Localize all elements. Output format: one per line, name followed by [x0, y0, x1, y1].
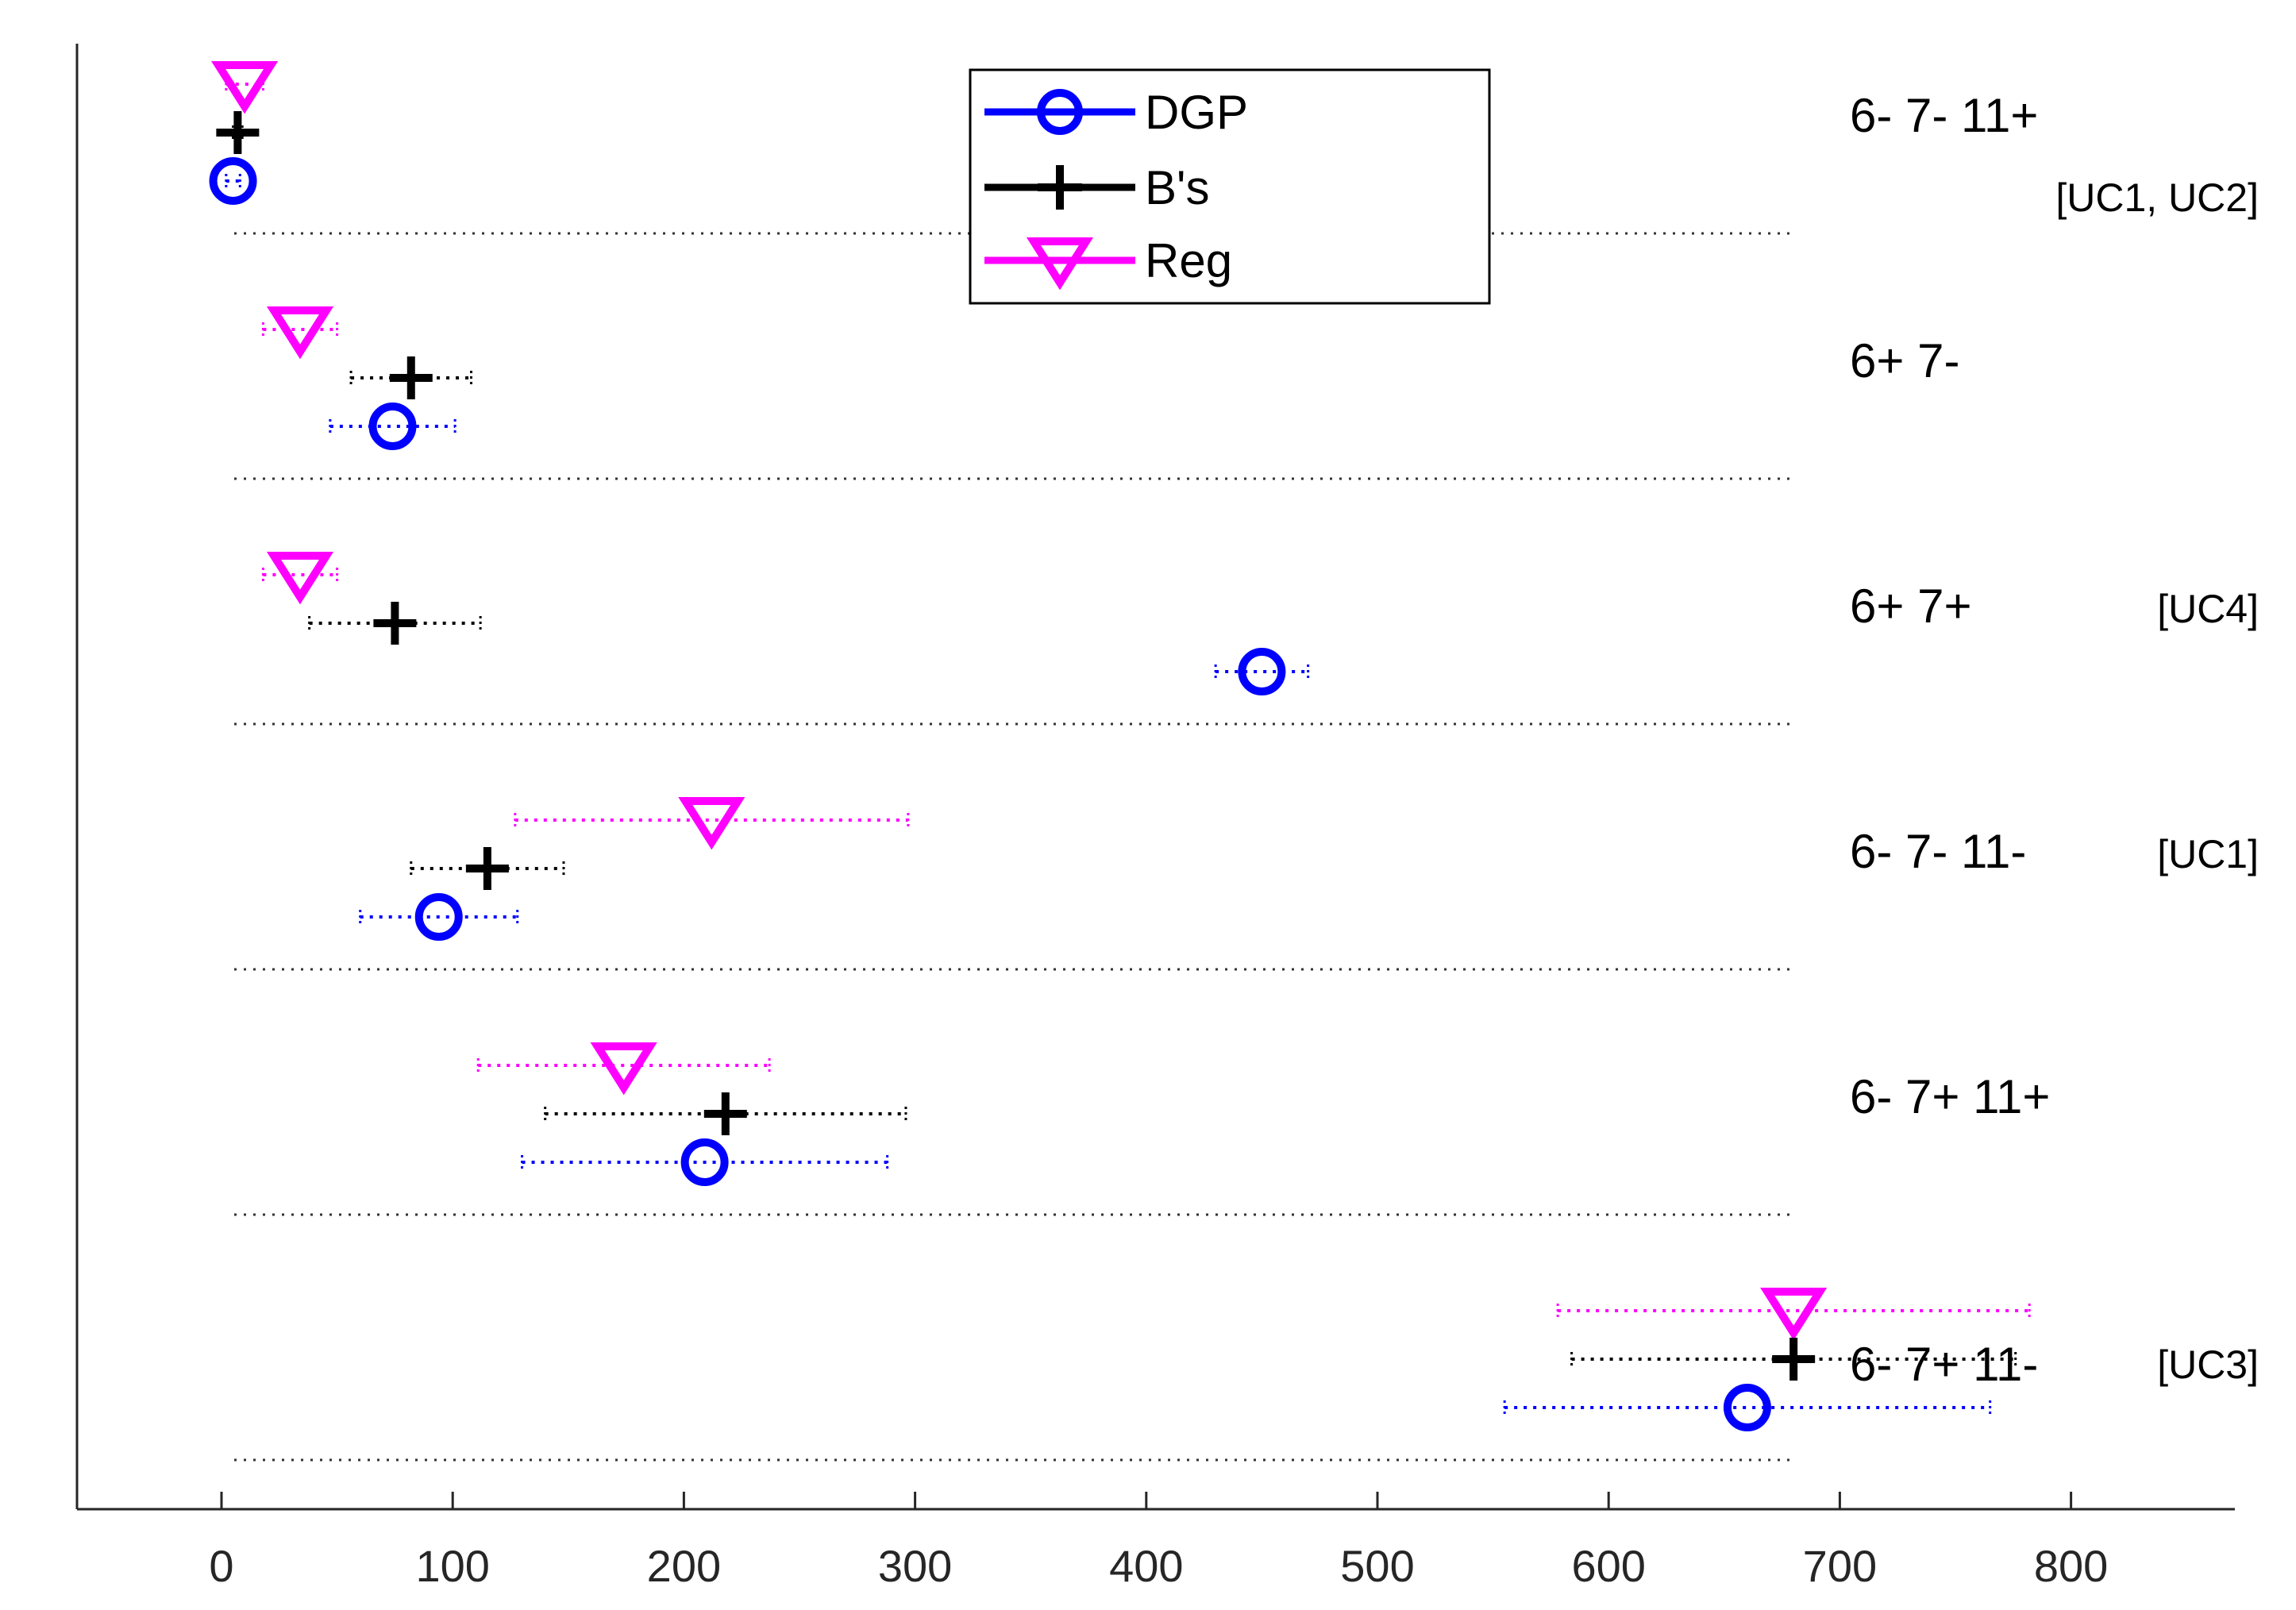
group-5-label: 6- 7+ 11+: [1850, 1070, 2050, 1123]
group-3-label: 6+ 7+: [1850, 580, 1972, 633]
group-3-bs-marker: [373, 602, 417, 645]
group-5-dgp-marker: [680, 1138, 729, 1186]
group-2-bs-marker: [389, 356, 433, 399]
legend-entry-bs: B's: [984, 161, 1209, 214]
group-4-reg-marker: [678, 797, 745, 850]
x-tick-label-0: 0: [209, 1541, 233, 1591]
group-2-reg-marker: [266, 306, 334, 360]
legend-entry-dgp: DGP: [984, 86, 1248, 139]
legend-marker-dgp: [1037, 89, 1083, 135]
group-1-label: 6- 7- 11+: [1850, 89, 2038, 142]
group-1-reg-marker: [211, 61, 279, 114]
group-6-label: 6- 7+ 11-: [1850, 1338, 2038, 1391]
legend-label-dgp: DGP: [1145, 86, 1248, 139]
group-5-reg-marker: [590, 1042, 657, 1096]
group-6-annotation: [UC3]: [2157, 1342, 2259, 1387]
axes: [75, 44, 2235, 1511]
group-4-bs-marker: [465, 847, 509, 890]
group-labels: 6- 7- 11+ [UC1, UC2] 6+ 7- 6+ 7+ [UC4] 6- 7- …: [1850, 89, 2259, 1391]
legend-marker-reg: [1026, 237, 1094, 291]
group-6-dgp-marker: [1723, 1384, 1771, 1431]
group-2-dgp-marker: [368, 402, 417, 450]
group-5-bs-marker: [703, 1092, 747, 1135]
x-tick-label-400: 400: [1109, 1541, 1183, 1591]
x-tick-label-200: 200: [647, 1541, 721, 1591]
x-tick-label-800: 800: [2034, 1541, 2108, 1591]
group-4-annotation: [UC1]: [2157, 832, 2259, 876]
x-ticks: 0 100 200 300 400 500 600 700 800: [209, 1492, 2108, 1591]
group-2-label: 6+ 7-: [1850, 334, 1959, 387]
legend-label-bs: B's: [1145, 161, 1209, 214]
group-4-label: 6- 7- 11-: [1850, 825, 2026, 878]
group-3-reg-marker: [266, 552, 334, 605]
group-6-reg-marker: [1760, 1288, 1828, 1341]
x-tick-label-500: 500: [1340, 1541, 1414, 1591]
legend: DGP B's Reg: [969, 68, 1491, 305]
legend-marker-bs: [1038, 165, 1082, 210]
legend-entry-reg: Reg: [984, 234, 1232, 291]
group-3-annotation: [UC4]: [2157, 587, 2259, 631]
data-markers: [209, 61, 1828, 1431]
x-tick-label-300: 300: [878, 1541, 952, 1591]
group-3-dgp-marker: [1238, 648, 1286, 695]
group-1-bs-marker: [216, 111, 260, 154]
x-tick-label-100: 100: [415, 1541, 489, 1591]
group-1-dgp-marker: [209, 157, 257, 205]
x-tick-label-700: 700: [1803, 1541, 1877, 1591]
group-6-bs-marker: [1772, 1338, 1816, 1381]
legend-label-reg: Reg: [1145, 234, 1232, 287]
group-1-annotation: [UC1, UC2]: [2055, 175, 2259, 220]
group-separators: [234, 232, 1790, 1462]
x-tick-label-600: 600: [1571, 1541, 1645, 1591]
group-4-dgp-marker: [414, 893, 463, 941]
